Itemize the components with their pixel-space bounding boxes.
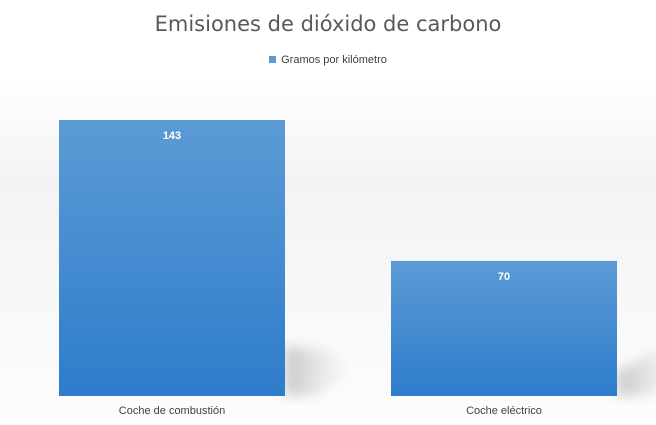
data-label: 143 <box>163 130 181 142</box>
legend: Gramos por kilómetro <box>0 54 656 66</box>
bar-coche-combustion <box>59 120 285 396</box>
legend-swatch <box>269 56 277 63</box>
category-label: Coche de combustión <box>119 405 225 417</box>
bar-shadow <box>285 346 355 396</box>
legend-label: Gramos por kilómetro <box>281 54 387 66</box>
bar-coche-electrico <box>391 260 617 396</box>
category-label: Coche eléctrico <box>466 405 542 417</box>
chart-title: Emisiones de dióxido de carbono <box>154 12 502 36</box>
bar-shadow <box>617 351 656 396</box>
data-label: 70 <box>498 271 510 283</box>
